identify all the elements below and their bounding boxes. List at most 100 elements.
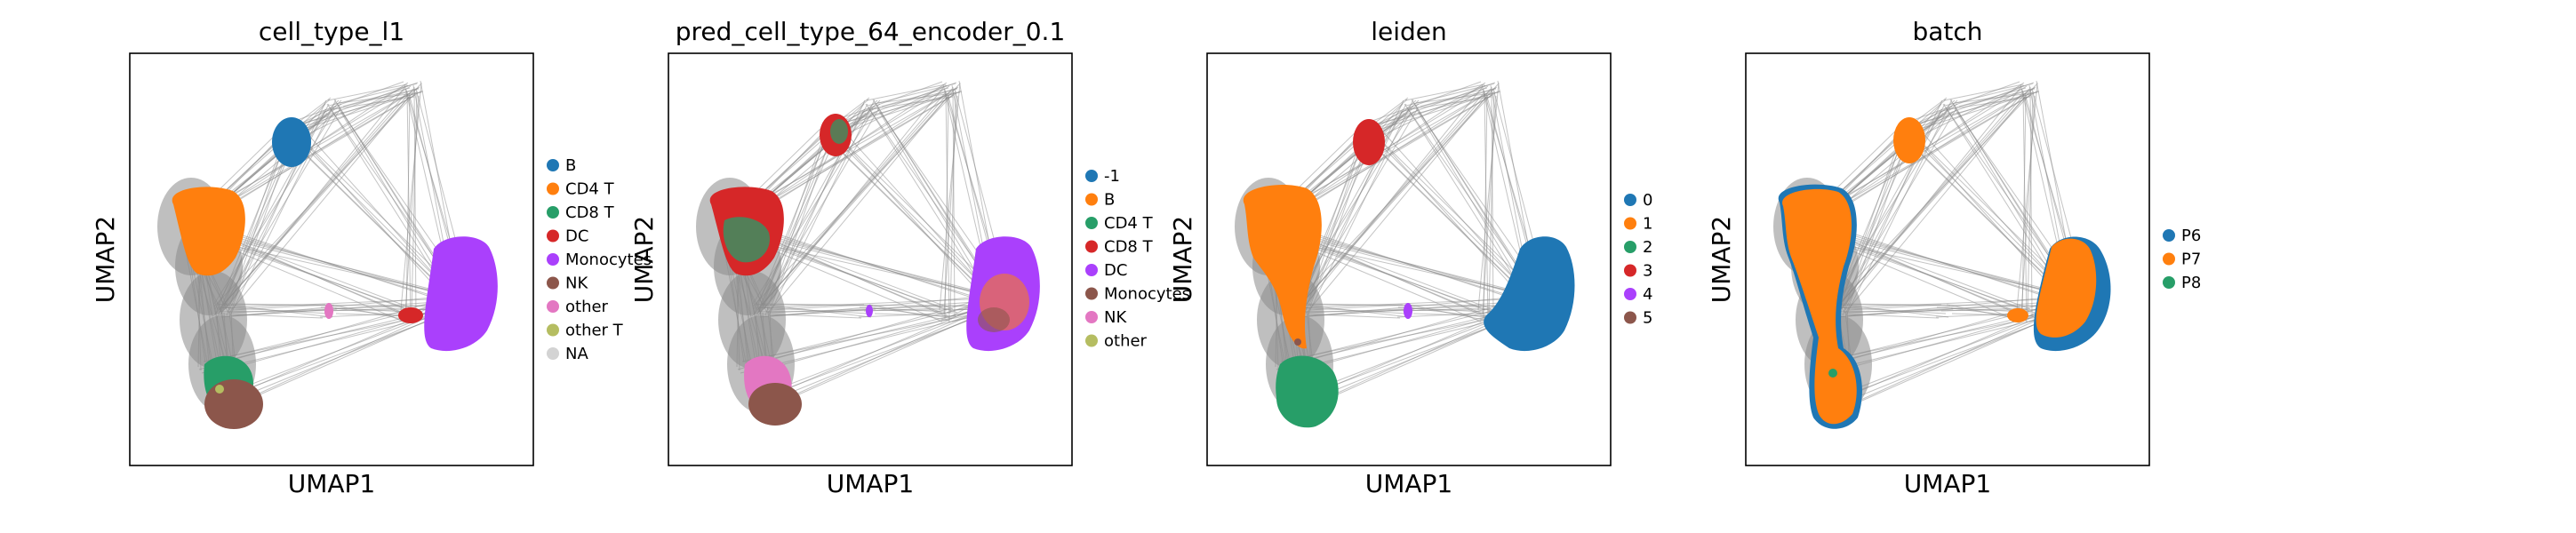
legend-label: 4 xyxy=(1643,285,1652,304)
legend-label: 2 xyxy=(1643,238,1652,257)
legend-label: 3 xyxy=(1643,262,1652,281)
graph-edge xyxy=(230,304,335,306)
graph-edge xyxy=(945,91,950,323)
cluster-dc xyxy=(398,307,423,323)
cluster-points xyxy=(1778,117,2111,429)
legend-marker xyxy=(1624,288,1636,300)
legend: -1 B CD4 T CD8 T DC Monocytes NK other xyxy=(1085,167,1190,351)
legend-label: CD8 T xyxy=(1104,238,1154,257)
graph-edge xyxy=(1943,84,2024,101)
graph-edge xyxy=(2021,94,2027,320)
legend-label: Monocytes xyxy=(1104,285,1190,304)
legend-label: -1 xyxy=(1104,167,1120,186)
legend-marker xyxy=(1624,264,1636,277)
graph-edge xyxy=(1916,125,2070,297)
cluster-p8 xyxy=(1828,369,1837,378)
legend-label: DC xyxy=(565,227,588,246)
graph-edge xyxy=(1308,304,1412,306)
graph-edge xyxy=(1828,92,2023,317)
panel-pred-cell-type: pred_cell_type_64_encoder_0.1 UMAP1 UMAP… xyxy=(629,17,1190,498)
panel-batch: batch UMAP1 UMAP2 P6 P7 P8 xyxy=(1707,17,2201,498)
legend-marker xyxy=(2163,229,2175,242)
cluster-b-mixed xyxy=(830,119,848,144)
graph-edge xyxy=(2020,95,2036,314)
graph-edge xyxy=(298,84,409,139)
graph-edge xyxy=(1844,99,1943,311)
panel-title: cell_type_l1 xyxy=(259,17,404,46)
graph-edge xyxy=(751,298,1004,362)
graph-edge xyxy=(1377,125,1532,297)
legend-marker xyxy=(1085,240,1098,253)
graph-edge xyxy=(1483,94,1488,320)
plot-frame xyxy=(129,52,534,466)
legend-marker xyxy=(547,347,559,360)
panel-leiden: leiden UMAP1 UMAP2 0 1 2 3 4 5 xyxy=(1168,17,1652,498)
graph-edge xyxy=(769,304,874,306)
graph-edge xyxy=(400,82,422,311)
graph-edge xyxy=(1374,139,1536,300)
legend-label: CD4 T xyxy=(1104,214,1154,233)
graph-edge xyxy=(952,86,956,317)
legend: 0 1 2 3 4 5 xyxy=(1624,191,1652,328)
graph-edge xyxy=(827,138,998,306)
legend-marker xyxy=(1085,264,1098,276)
panel-title: pred_cell_type_64_encoder_0.1 xyxy=(676,17,1066,46)
legend-label: 1 xyxy=(1643,215,1652,234)
panel-cell-type-l1: cell_type_l1 UMAP1 UMAP2 B CD4 T CD8 T DC Mo… xyxy=(91,17,652,498)
graph-edge xyxy=(405,94,411,320)
graph-edge xyxy=(1308,133,1372,310)
graph-edge xyxy=(406,91,412,323)
legend-label: NK xyxy=(1104,308,1127,327)
legend-label: P7 xyxy=(2181,251,2201,269)
legend-marker xyxy=(547,182,559,195)
cluster-p7-mono xyxy=(2036,238,2097,338)
graph-edge xyxy=(411,90,418,314)
graph-edge xyxy=(2022,91,2028,323)
cluster-other xyxy=(866,305,873,317)
cluster-3 xyxy=(1353,119,1385,165)
legend-marker xyxy=(1085,334,1098,347)
cluster-points xyxy=(172,117,498,429)
graph-edge xyxy=(2029,86,2033,317)
y-axis-label: UMAP2 xyxy=(629,216,659,304)
graph-edge xyxy=(1307,99,1414,316)
graph-edge xyxy=(1306,96,1487,314)
graph-edge xyxy=(1836,294,2077,318)
graph-edge xyxy=(229,99,337,316)
plot-frame xyxy=(1206,52,1612,466)
legend-marker xyxy=(1624,311,1636,324)
legend: B CD4 T CD8 T DC Monocytes NK other other T NA xyxy=(547,156,652,363)
graph-edge xyxy=(939,82,961,311)
cluster-p7 xyxy=(1782,188,1857,425)
graph-edge xyxy=(770,133,833,310)
graph-edge xyxy=(1359,81,1482,126)
cluster-cd4-t xyxy=(723,217,770,263)
graph-edge xyxy=(944,94,949,320)
graph-edge xyxy=(836,84,948,139)
graph-edge xyxy=(212,298,466,362)
legend-marker xyxy=(547,300,559,313)
legend-label: B xyxy=(565,156,576,175)
graph-edge xyxy=(1898,81,2020,126)
cluster-4 xyxy=(1404,303,1412,319)
graph-edge xyxy=(759,294,1000,318)
cluster-points xyxy=(709,114,1040,426)
graph-edge xyxy=(943,95,958,314)
legend-label: other T xyxy=(565,322,624,340)
plot-frame xyxy=(1745,52,2150,466)
y-axis-label: UMAP2 xyxy=(1168,216,1197,304)
graph-edge xyxy=(1375,84,1486,139)
graph-edge xyxy=(228,96,410,314)
graph-edge xyxy=(404,95,420,314)
graph-edge xyxy=(767,96,948,314)
cluster-monocytes xyxy=(748,383,802,426)
graph-edge xyxy=(413,86,417,317)
cluster-other xyxy=(324,303,333,319)
graph-edge xyxy=(1396,312,1493,318)
cluster-cd4-t xyxy=(172,187,245,276)
cluster-0 xyxy=(1484,236,1575,352)
x-axis-label: UMAP1 xyxy=(1904,469,1992,498)
cluster-5 xyxy=(1294,338,1301,346)
cluster-points xyxy=(1243,119,1575,428)
